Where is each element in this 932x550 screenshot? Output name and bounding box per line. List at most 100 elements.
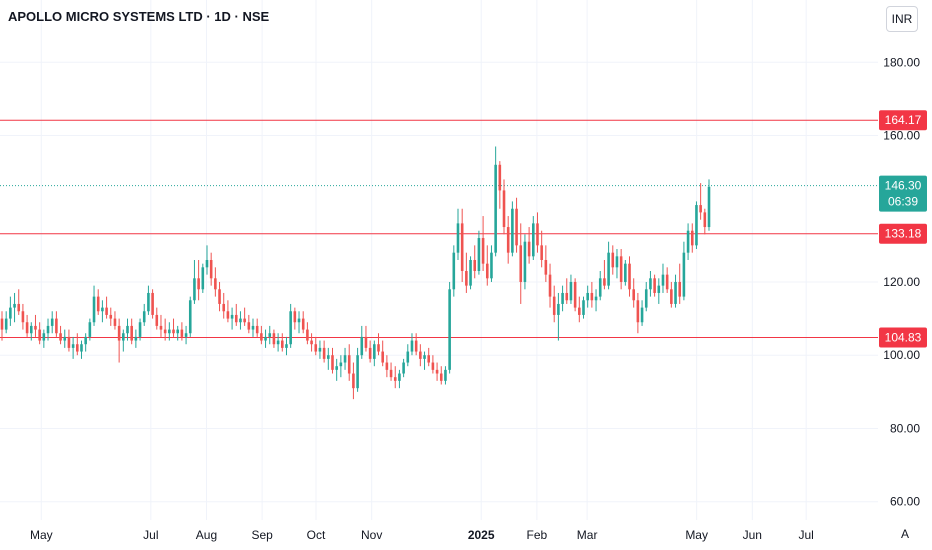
candle-body xyxy=(494,164,497,253)
candle xyxy=(531,216,535,260)
last-price-text: 146.30 xyxy=(885,179,922,193)
candle xyxy=(586,285,589,308)
candle-body xyxy=(410,340,414,352)
candle-body xyxy=(276,340,280,345)
candle xyxy=(377,333,380,356)
candle-body xyxy=(314,344,318,352)
candle xyxy=(485,245,489,286)
candle-body xyxy=(540,245,543,260)
candle xyxy=(665,267,669,293)
candle-body xyxy=(159,325,163,330)
x-tick-label: May xyxy=(685,528,708,542)
x-tick-label: Oct xyxy=(307,528,326,542)
candle-body xyxy=(590,292,594,301)
candle-body xyxy=(29,325,33,334)
candle xyxy=(147,285,150,315)
candle-body xyxy=(557,303,560,315)
candle-body xyxy=(452,252,456,290)
candle xyxy=(331,347,334,374)
candle xyxy=(130,318,133,345)
candle-body xyxy=(67,336,71,348)
candle-body xyxy=(134,336,138,341)
candle xyxy=(176,325,180,341)
candle xyxy=(201,263,205,293)
candle xyxy=(460,208,464,282)
candle xyxy=(80,340,83,359)
candle xyxy=(598,270,602,301)
auto-scale-button[interactable]: A xyxy=(901,527,910,541)
candle xyxy=(506,216,510,264)
candle-body xyxy=(59,333,62,341)
chart-title: APOLLO MICRO SYSTEMS LTD · 1D · NSE xyxy=(8,9,270,24)
candle-body xyxy=(661,274,665,286)
candle-body xyxy=(653,278,656,293)
candle xyxy=(670,281,673,308)
candle-body xyxy=(548,274,552,297)
candle-body xyxy=(686,230,690,253)
candle-body xyxy=(632,289,635,301)
candle xyxy=(34,314,37,337)
candle xyxy=(142,303,146,326)
candle-body xyxy=(707,186,711,228)
candle xyxy=(327,347,330,370)
candle-body xyxy=(419,351,422,359)
candle xyxy=(578,296,581,323)
candle xyxy=(653,274,656,297)
candle-body xyxy=(502,190,506,228)
candle xyxy=(690,223,694,253)
candle xyxy=(703,208,707,235)
candle-body xyxy=(402,362,405,374)
candle-body xyxy=(360,336,364,356)
candle xyxy=(289,303,292,348)
candle-body xyxy=(163,329,167,334)
candle xyxy=(519,223,523,304)
candle xyxy=(511,201,514,257)
candle-body xyxy=(38,329,41,341)
candle-body xyxy=(561,292,564,304)
candle xyxy=(335,358,338,381)
candle xyxy=(117,318,121,363)
candle-body xyxy=(310,340,313,345)
currency-button[interactable]: INR xyxy=(886,6,918,32)
candle-body xyxy=(373,344,376,359)
candle xyxy=(423,351,426,370)
candle-body xyxy=(0,318,4,330)
candle xyxy=(439,366,443,385)
candle xyxy=(234,303,238,326)
candle xyxy=(444,366,447,385)
candle xyxy=(414,333,418,356)
candle xyxy=(619,249,623,290)
candle xyxy=(50,311,54,334)
candle xyxy=(222,292,226,319)
candle-body xyxy=(71,344,75,348)
candle xyxy=(38,322,41,345)
candle-body xyxy=(523,241,527,282)
x-tick-label: Sep xyxy=(251,528,273,542)
candle-body xyxy=(347,355,351,374)
candle xyxy=(13,292,16,323)
y-tick-label: 80.00 xyxy=(890,421,920,435)
candle xyxy=(105,296,108,319)
candle xyxy=(410,333,414,356)
candle xyxy=(260,325,263,345)
candle-body xyxy=(649,278,652,290)
candle-body xyxy=(306,329,309,341)
candle xyxy=(193,260,196,304)
candle xyxy=(188,296,192,337)
candle-body xyxy=(184,333,188,337)
candle xyxy=(402,358,405,378)
candle-body xyxy=(582,300,585,315)
candle xyxy=(615,249,619,279)
candle-body xyxy=(322,347,326,359)
candle-body xyxy=(285,344,288,348)
candle-body xyxy=(607,252,610,286)
candle-body xyxy=(586,292,589,301)
x-tick-label: Feb xyxy=(527,528,548,542)
candle-body xyxy=(695,205,698,246)
candle-body xyxy=(142,311,146,323)
candle xyxy=(452,245,456,297)
candle xyxy=(163,318,167,341)
candle xyxy=(469,256,472,290)
